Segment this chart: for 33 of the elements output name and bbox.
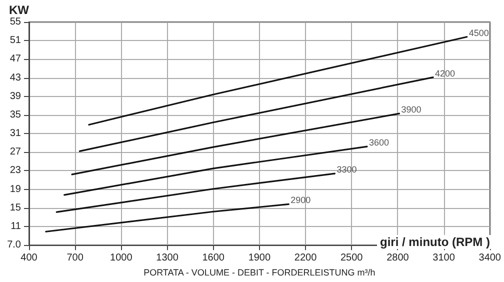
x-tick-label: 1300 — [156, 252, 179, 264]
series-label: 4500 — [468, 28, 489, 38]
x-axis-title: PORTATA - VOLUME - DEBIT - FORDERLEISTUNG m³/h — [144, 268, 376, 278]
annotation: giri / minuto (RPM ) — [380, 235, 490, 249]
y-tick-label: 27 — [10, 146, 22, 158]
y-tick-label: 31 — [10, 128, 22, 140]
series-label: 3600 — [368, 138, 390, 148]
y-tick-label: 43 — [10, 72, 22, 84]
x-tick-label: 2500 — [340, 252, 364, 264]
y-axis-title: KW — [9, 3, 30, 17]
x-tick-label: 1600 — [202, 252, 225, 264]
y-tick-label: 39 — [10, 90, 22, 102]
y-tick-label: 55 — [10, 16, 22, 28]
x-tick-label: 1900 — [248, 252, 271, 264]
series-label: 2900 — [290, 195, 311, 206]
y-tick-label: 15 — [10, 202, 22, 214]
y-tick-label: 23 — [10, 165, 22, 176]
x-tick-label: 3100 — [432, 252, 456, 264]
x-tick-label: 2800 — [386, 252, 410, 264]
x-tick-label: 1000 — [110, 252, 133, 264]
series-label: 3900 — [401, 104, 422, 115]
y-tick-label: 47 — [10, 54, 22, 65]
y-tick-label: 35 — [10, 109, 22, 120]
x-tick-label: 2200 — [294, 252, 318, 264]
x-tick-label: 400 — [20, 252, 38, 264]
series-label: 4200 — [435, 68, 456, 78]
y-tick-label: 11 — [10, 221, 22, 232]
series-label: 3300 — [336, 164, 357, 175]
x-tick-label: 3400 — [478, 252, 502, 264]
x-tick-label: 700 — [66, 252, 84, 264]
y-tick-label: 51 — [10, 35, 22, 46]
y-tick-label: 19 — [10, 184, 22, 195]
y-tick-label: 7.0 — [7, 240, 22, 251]
